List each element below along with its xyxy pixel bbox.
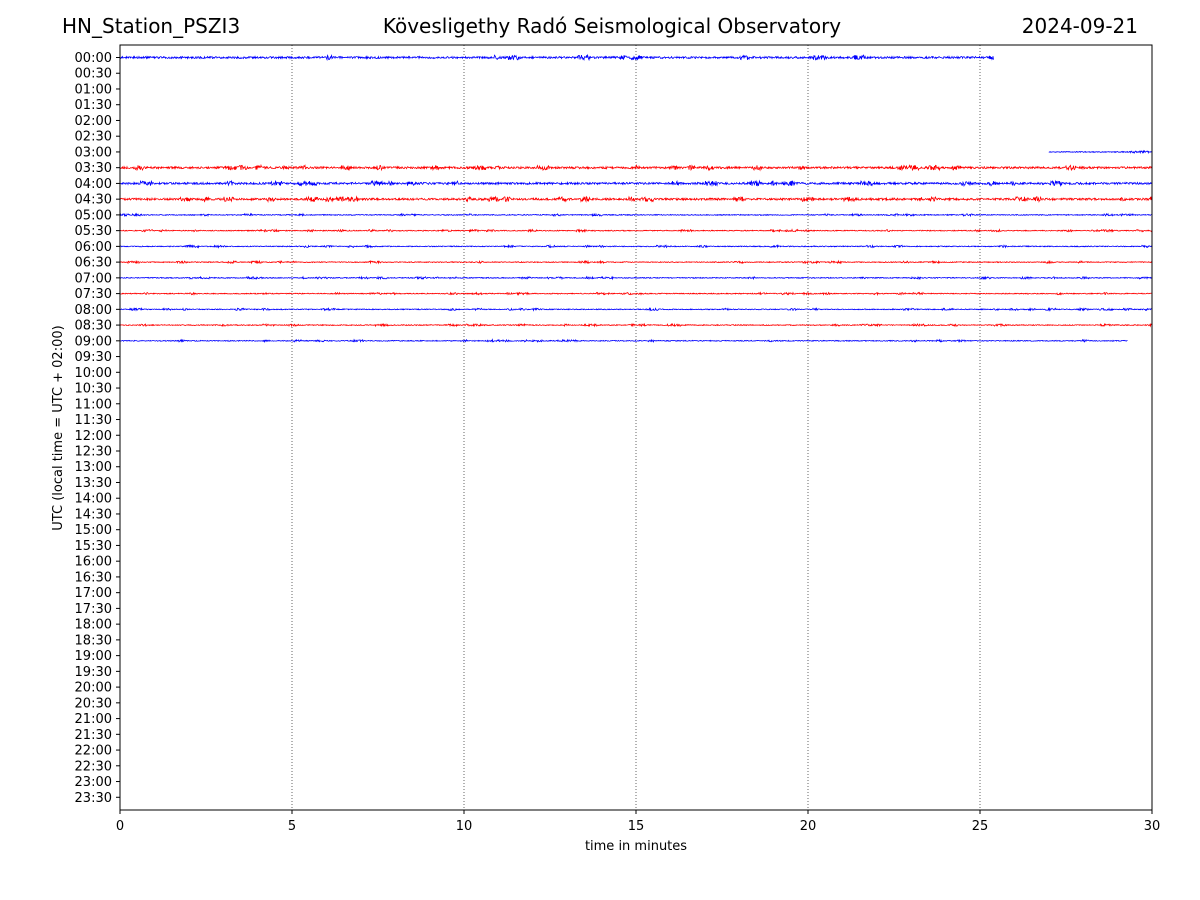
y-tick-label: 00:30 <box>75 67 112 82</box>
trace-0600 <box>119 243 1153 249</box>
x-axis-label: time in minutes <box>585 839 687 854</box>
y-tick-label: 22:30 <box>75 759 112 774</box>
trace-0830 <box>119 322 1153 328</box>
y-tick-label: 13:30 <box>75 476 112 491</box>
y-tick-label: 01:00 <box>75 82 112 97</box>
y-tick-label: 18:00 <box>75 618 112 633</box>
grid-layer <box>291 45 981 810</box>
y-tick-label: 04:30 <box>75 193 112 208</box>
observatory-title: Kövesligethy Radó Seismological Observat… <box>382 14 842 38</box>
y-tick-label: 23:30 <box>75 791 112 806</box>
trace-0630 <box>119 259 1153 265</box>
y-tick-label: 22:00 <box>75 744 112 759</box>
y-tick-label: 04:00 <box>75 177 112 192</box>
y-tick-label: 16:00 <box>75 555 112 570</box>
y-tick-label: 11:00 <box>75 397 112 412</box>
y-tick-label: 13:00 <box>75 460 112 475</box>
y-tick-label: 09:30 <box>75 350 112 365</box>
y-tick-label: 02:00 <box>75 114 112 129</box>
y-tick-label: 05:00 <box>75 208 112 223</box>
y-tick-label: 03:30 <box>75 161 112 176</box>
trace-0000 <box>119 53 994 62</box>
x-tick-label: 10 <box>456 819 473 834</box>
y-tick-label: 05:30 <box>75 224 112 239</box>
trace-0730 <box>119 291 1153 297</box>
trace-layer <box>119 53 1153 344</box>
record-date: 2024-09-21 <box>1021 14 1138 38</box>
y-tick-label: 01:30 <box>75 98 112 113</box>
x-tick-label: 15 <box>628 819 645 834</box>
y-tick-label: 07:30 <box>75 287 112 302</box>
y-tick-label: 10:30 <box>75 382 112 397</box>
y-tick-label: 08:00 <box>75 303 112 318</box>
y-tick-label: 21:00 <box>75 712 112 727</box>
y-tick-label: 16:30 <box>75 570 112 585</box>
y-axis-label: UTC (local time = UTC + 02:00) <box>51 325 66 530</box>
y-tick-label: 23:00 <box>75 775 112 790</box>
y-tick-label: 09:00 <box>75 334 112 349</box>
y-tick-label: 20:00 <box>75 681 112 696</box>
y-tick-label: 11:30 <box>75 413 112 428</box>
trace-0400 <box>119 179 1153 188</box>
y-tick-label: 02:30 <box>75 130 112 145</box>
trace-0500 <box>119 212 1153 218</box>
y-tick-label: 17:00 <box>75 586 112 601</box>
y-tick-label: 00:00 <box>75 51 112 66</box>
x-axis: 0 5 10 15 20 25 30 <box>116 810 1160 834</box>
trace-0330 <box>119 163 1153 172</box>
y-tick-label: 06:30 <box>75 256 112 271</box>
y-tick-label: 10:00 <box>75 366 112 381</box>
trace-0530 <box>119 228 1153 234</box>
y-tick-label: 19:00 <box>75 649 112 664</box>
y-tick-label: 20:30 <box>75 696 112 711</box>
y-tick-label: 06:00 <box>75 240 112 255</box>
y-tick-label: 03:00 <box>75 145 112 160</box>
x-tick-label: 5 <box>288 819 296 834</box>
trace-0300 <box>1048 149 1153 155</box>
y-tick-label: 19:30 <box>75 665 112 680</box>
x-tick-label: 20 <box>800 819 817 834</box>
y-axis: 00:0000:3001:0001:3002:0002:3003:0003:30… <box>75 51 120 806</box>
y-tick-label: 14:30 <box>75 507 112 522</box>
y-tick-label: 15:30 <box>75 539 112 554</box>
station-name: HN_Station_PSZI3 <box>62 14 241 38</box>
trace-0430 <box>119 195 1153 203</box>
trace-0800 <box>119 306 1153 312</box>
trace-0900 <box>119 338 1128 344</box>
y-tick-label: 12:30 <box>75 445 112 460</box>
trace-0700 <box>119 275 1153 281</box>
x-tick-label: 30 <box>1144 819 1161 834</box>
y-tick-label: 07:00 <box>75 271 112 286</box>
x-tick-label: 0 <box>116 819 124 834</box>
y-tick-label: 12:00 <box>75 429 112 444</box>
y-tick-label: 21:30 <box>75 728 112 743</box>
y-tick-label: 17:30 <box>75 602 112 617</box>
y-tick-label: 15:00 <box>75 523 112 538</box>
y-tick-label: 08:30 <box>75 319 112 334</box>
y-tick-label: 14:00 <box>75 492 112 507</box>
y-tick-label: 18:30 <box>75 633 112 648</box>
x-tick-label: 25 <box>972 819 989 834</box>
